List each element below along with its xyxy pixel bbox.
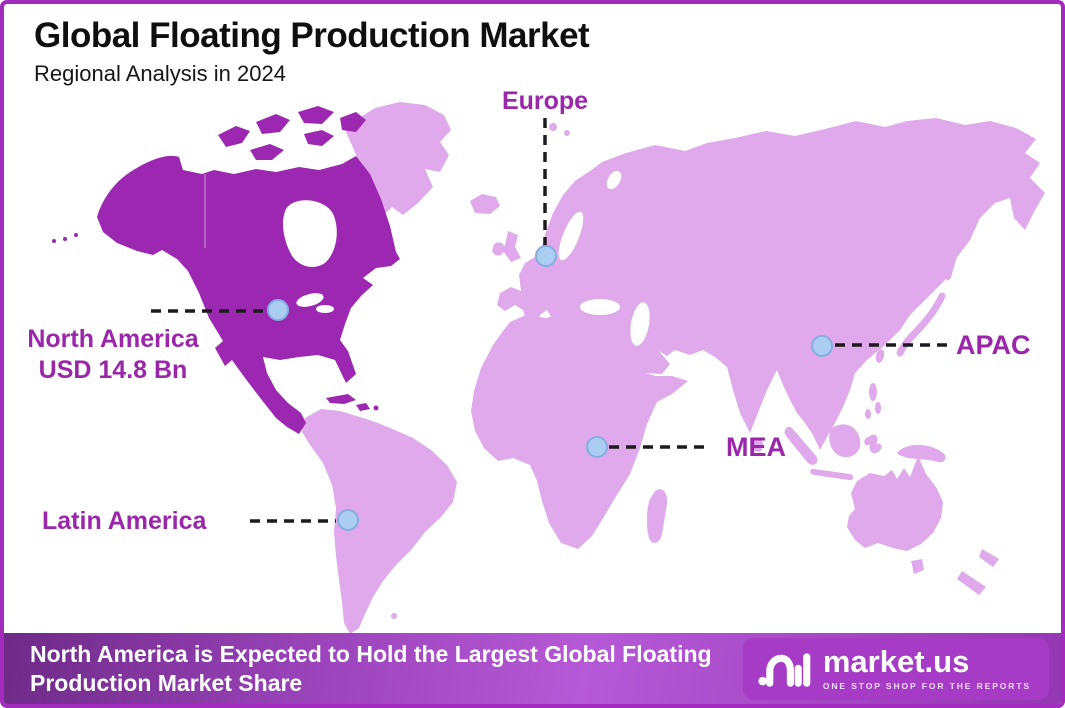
label-europe: Europe: [502, 86, 588, 117]
aleutian-islet: [63, 237, 67, 241]
philippines-islands: [875, 402, 881, 414]
label-mea: MEA: [726, 431, 786, 464]
great-lakes: [296, 293, 324, 307]
java-island: [810, 468, 854, 481]
new-zealand-south-island: [957, 571, 986, 595]
arctic-islands: [250, 144, 284, 160]
white-sea: [606, 170, 622, 190]
australia-region: [847, 456, 943, 551]
madagascar-island: [646, 489, 668, 543]
marker-dot-latin-america: [337, 509, 359, 531]
label-north-america-value: USD 14.8 Bn: [38, 355, 188, 384]
cuba-island: [326, 394, 356, 404]
uk-region: [503, 231, 521, 262]
footer-banner: North America is Expected to Hold the La…: [4, 633, 1061, 704]
arctic-islands: [304, 130, 334, 146]
japan-region: [896, 292, 946, 357]
sumatra-island: [784, 426, 818, 465]
borneo-island: [829, 424, 861, 458]
aleutian-islet: [74, 233, 78, 237]
falkland-islands: [391, 613, 397, 619]
label-apac-text: APAC: [956, 330, 1031, 360]
great-lakes: [316, 305, 334, 313]
marker-dot-mea: [586, 436, 608, 458]
sulawesi-island: [864, 434, 882, 454]
brand-name: market.us: [822, 644, 970, 679]
arctic-islands: [218, 126, 250, 147]
new-guinea-region: [897, 444, 946, 463]
ireland-region: [492, 242, 505, 256]
arctic-islands: [256, 114, 290, 134]
arctic-islands: [340, 112, 366, 132]
philippines-islands: [869, 383, 877, 401]
black-sea: [580, 299, 620, 315]
caribbean-islet: [373, 405, 379, 411]
world-map: [52, 102, 1045, 634]
africa-region: [471, 313, 688, 549]
iceland-region: [470, 194, 500, 214]
market-us-monogram-icon: [758, 652, 811, 687]
arctic-islands: [298, 106, 334, 124]
label-latin-america: Latin America: [42, 506, 206, 537]
tasmania-island: [911, 559, 924, 574]
new-zealand-north-island: [979, 549, 999, 567]
svalbard-islands: [564, 130, 570, 136]
aleutian-islet: [52, 239, 56, 243]
page-subtitle: Regional Analysis in 2024: [34, 61, 286, 87]
hudson-bay: [283, 200, 337, 267]
sri-lanka-island: [753, 438, 763, 452]
caspian-sea: [630, 302, 650, 346]
brand-logo: market.us ONE STOP SHOP FOR THE REPORTS: [742, 637, 1049, 700]
label-mea-text: MEA: [726, 432, 786, 462]
label-north-america: North America USD 14.8 Bn: [27, 324, 198, 385]
brand-text-block: market.us ONE STOP SHOP FOR THE REPORTS: [823, 646, 1031, 691]
north-america-region: [97, 155, 400, 434]
south-america-region: [302, 409, 457, 634]
marker-dot-north-america: [267, 299, 289, 321]
footer-headline: North America is Expected to Hold the La…: [30, 641, 712, 696]
header: Global Floating Production Market Region…: [34, 16, 590, 87]
baltic-sea: [558, 211, 584, 261]
philippines-islands: [865, 409, 871, 419]
page-title: Global Floating Production Market: [34, 16, 590, 55]
label-north-america-text: North America: [27, 325, 199, 353]
marker-dot-europe: [535, 245, 557, 267]
label-europe-text: Europe: [501, 87, 589, 115]
marker-dot-apac: [811, 335, 833, 357]
brand-tagline: ONE STOP SHOP FOR THE REPORTS: [822, 681, 1031, 691]
label-apac: APAC: [956, 329, 1031, 362]
svalbard-islands: [549, 123, 557, 131]
label-latin-america-text: Latin America: [42, 507, 207, 535]
hispaniola-island: [356, 403, 370, 411]
sakhalin-island: [945, 246, 959, 280]
taiwan-island: [875, 349, 885, 363]
